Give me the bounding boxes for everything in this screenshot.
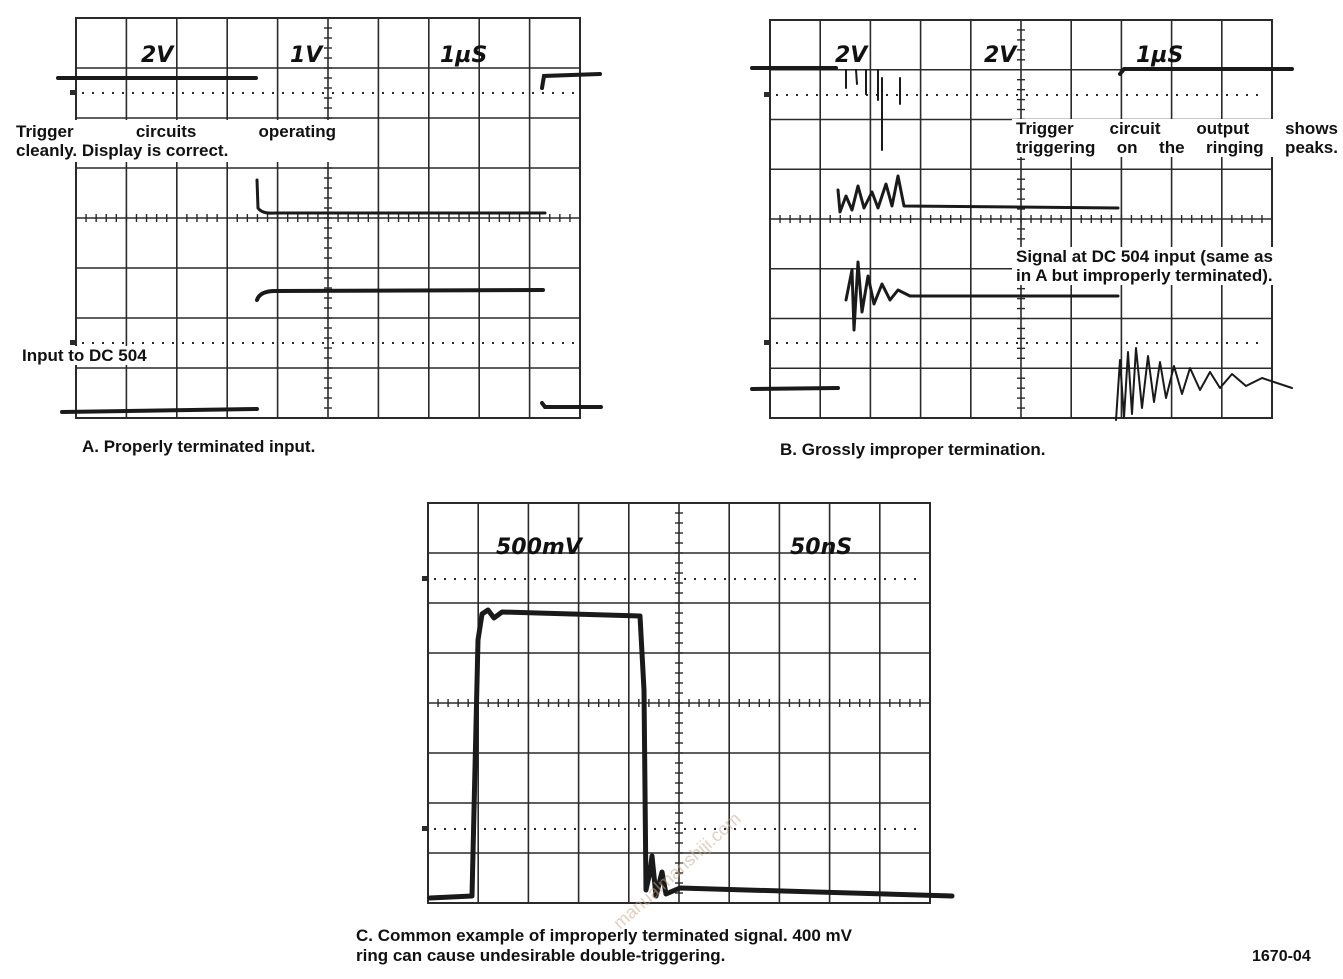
- panel-a-output-trace: [255, 178, 547, 215]
- panel-c-scale-time: 50nS: [790, 535, 852, 560]
- panel-c-graticule: [422, 502, 931, 904]
- scale-readouts: 2V 1V 1µS 2V 2V 1µS 500mV 50nS: [141, 43, 1183, 560]
- panel-a-trigger-note-line1: Trigger circuits operating: [16, 122, 336, 141]
- panel-b-trigger-note: Trigger circuit output shows triggering …: [1012, 119, 1338, 157]
- panel-b-trigger-spikes: [845, 69, 901, 151]
- panel-b-traces: [750, 66, 1294, 421]
- panel-a-position-marker: [70, 90, 77, 95]
- panel-b-position-marker: [764, 92, 771, 97]
- panel-a-input-trace-low: [60, 401, 603, 414]
- panel-a-traces: [56, 72, 603, 414]
- panel-a-scale-ch2: 1V: [290, 43, 324, 68]
- panel-c-traces: [427, 607, 955, 901]
- panel-b-ringing-trace: [844, 260, 1120, 332]
- panel-a-trigger-note: Trigger circuits operating cleanly. Disp…: [16, 120, 336, 162]
- panel-c-scale-volts: 500mV: [496, 535, 584, 560]
- panel-b-caption: B. Grossly improper termination.: [780, 440, 1046, 459]
- panel-b-trigger-note-line2: triggering on the ringing peaks.: [1016, 138, 1338, 157]
- panel-b-output-trace: [836, 174, 1120, 214]
- panel-b-signal-note: Signal at DC 504 input (same as in A but…: [1012, 247, 1338, 285]
- panel-b-trigger-note-line1: Trigger circuit output shows: [1016, 119, 1338, 138]
- panel-b-signal-note-line2: in A but improperly terminated).: [1016, 266, 1273, 285]
- panel-b-trigger-trace: [750, 66, 1294, 76]
- panel-b-scale-ch1: 2V: [835, 43, 869, 68]
- panel-a-input-trace-high: [255, 288, 545, 302]
- panel-b-scale-time: 1µS: [1136, 43, 1183, 68]
- panel-c-caption-line2: ring can cause undesirable double-trigge…: [356, 946, 726, 965]
- panel-a-caption: A. Properly terminated input.: [82, 437, 316, 456]
- panel-a-input-label: Input to DC 504: [22, 346, 153, 365]
- panel-b-signal-note-line1: Signal at DC 504 input (same as: [1016, 247, 1273, 266]
- panel-c-pulse-trace: [427, 607, 955, 901]
- panel-a-trigger-note-line2: cleanly. Display is correct.: [16, 141, 229, 160]
- figure-number: 1670-04: [1252, 948, 1311, 965]
- panel-b-graticule: [764, 19, 1273, 419]
- panel-a-graticule: [70, 17, 581, 419]
- panel-a-position-marker: [70, 340, 77, 345]
- panel-a-scale-time: 1µS: [440, 43, 487, 68]
- panel-b-position-marker: [764, 340, 771, 345]
- panel-a-trigger-trace: [56, 72, 602, 90]
- panel-c-caption: C. Common example of improperly terminat…: [356, 926, 852, 966]
- panel-c-position-marker: [422, 576, 429, 581]
- panel-c-position-marker: [422, 826, 429, 831]
- panel-b-scale-ch2: 2V: [984, 43, 1018, 68]
- panel-c-caption-line1: C. Common example of improperly terminat…: [356, 926, 852, 945]
- panel-a-scale-ch1: 2V: [141, 43, 175, 68]
- panel-b-low-trace: [750, 386, 840, 391]
- panel-b-ringing-tail: [1115, 347, 1293, 421]
